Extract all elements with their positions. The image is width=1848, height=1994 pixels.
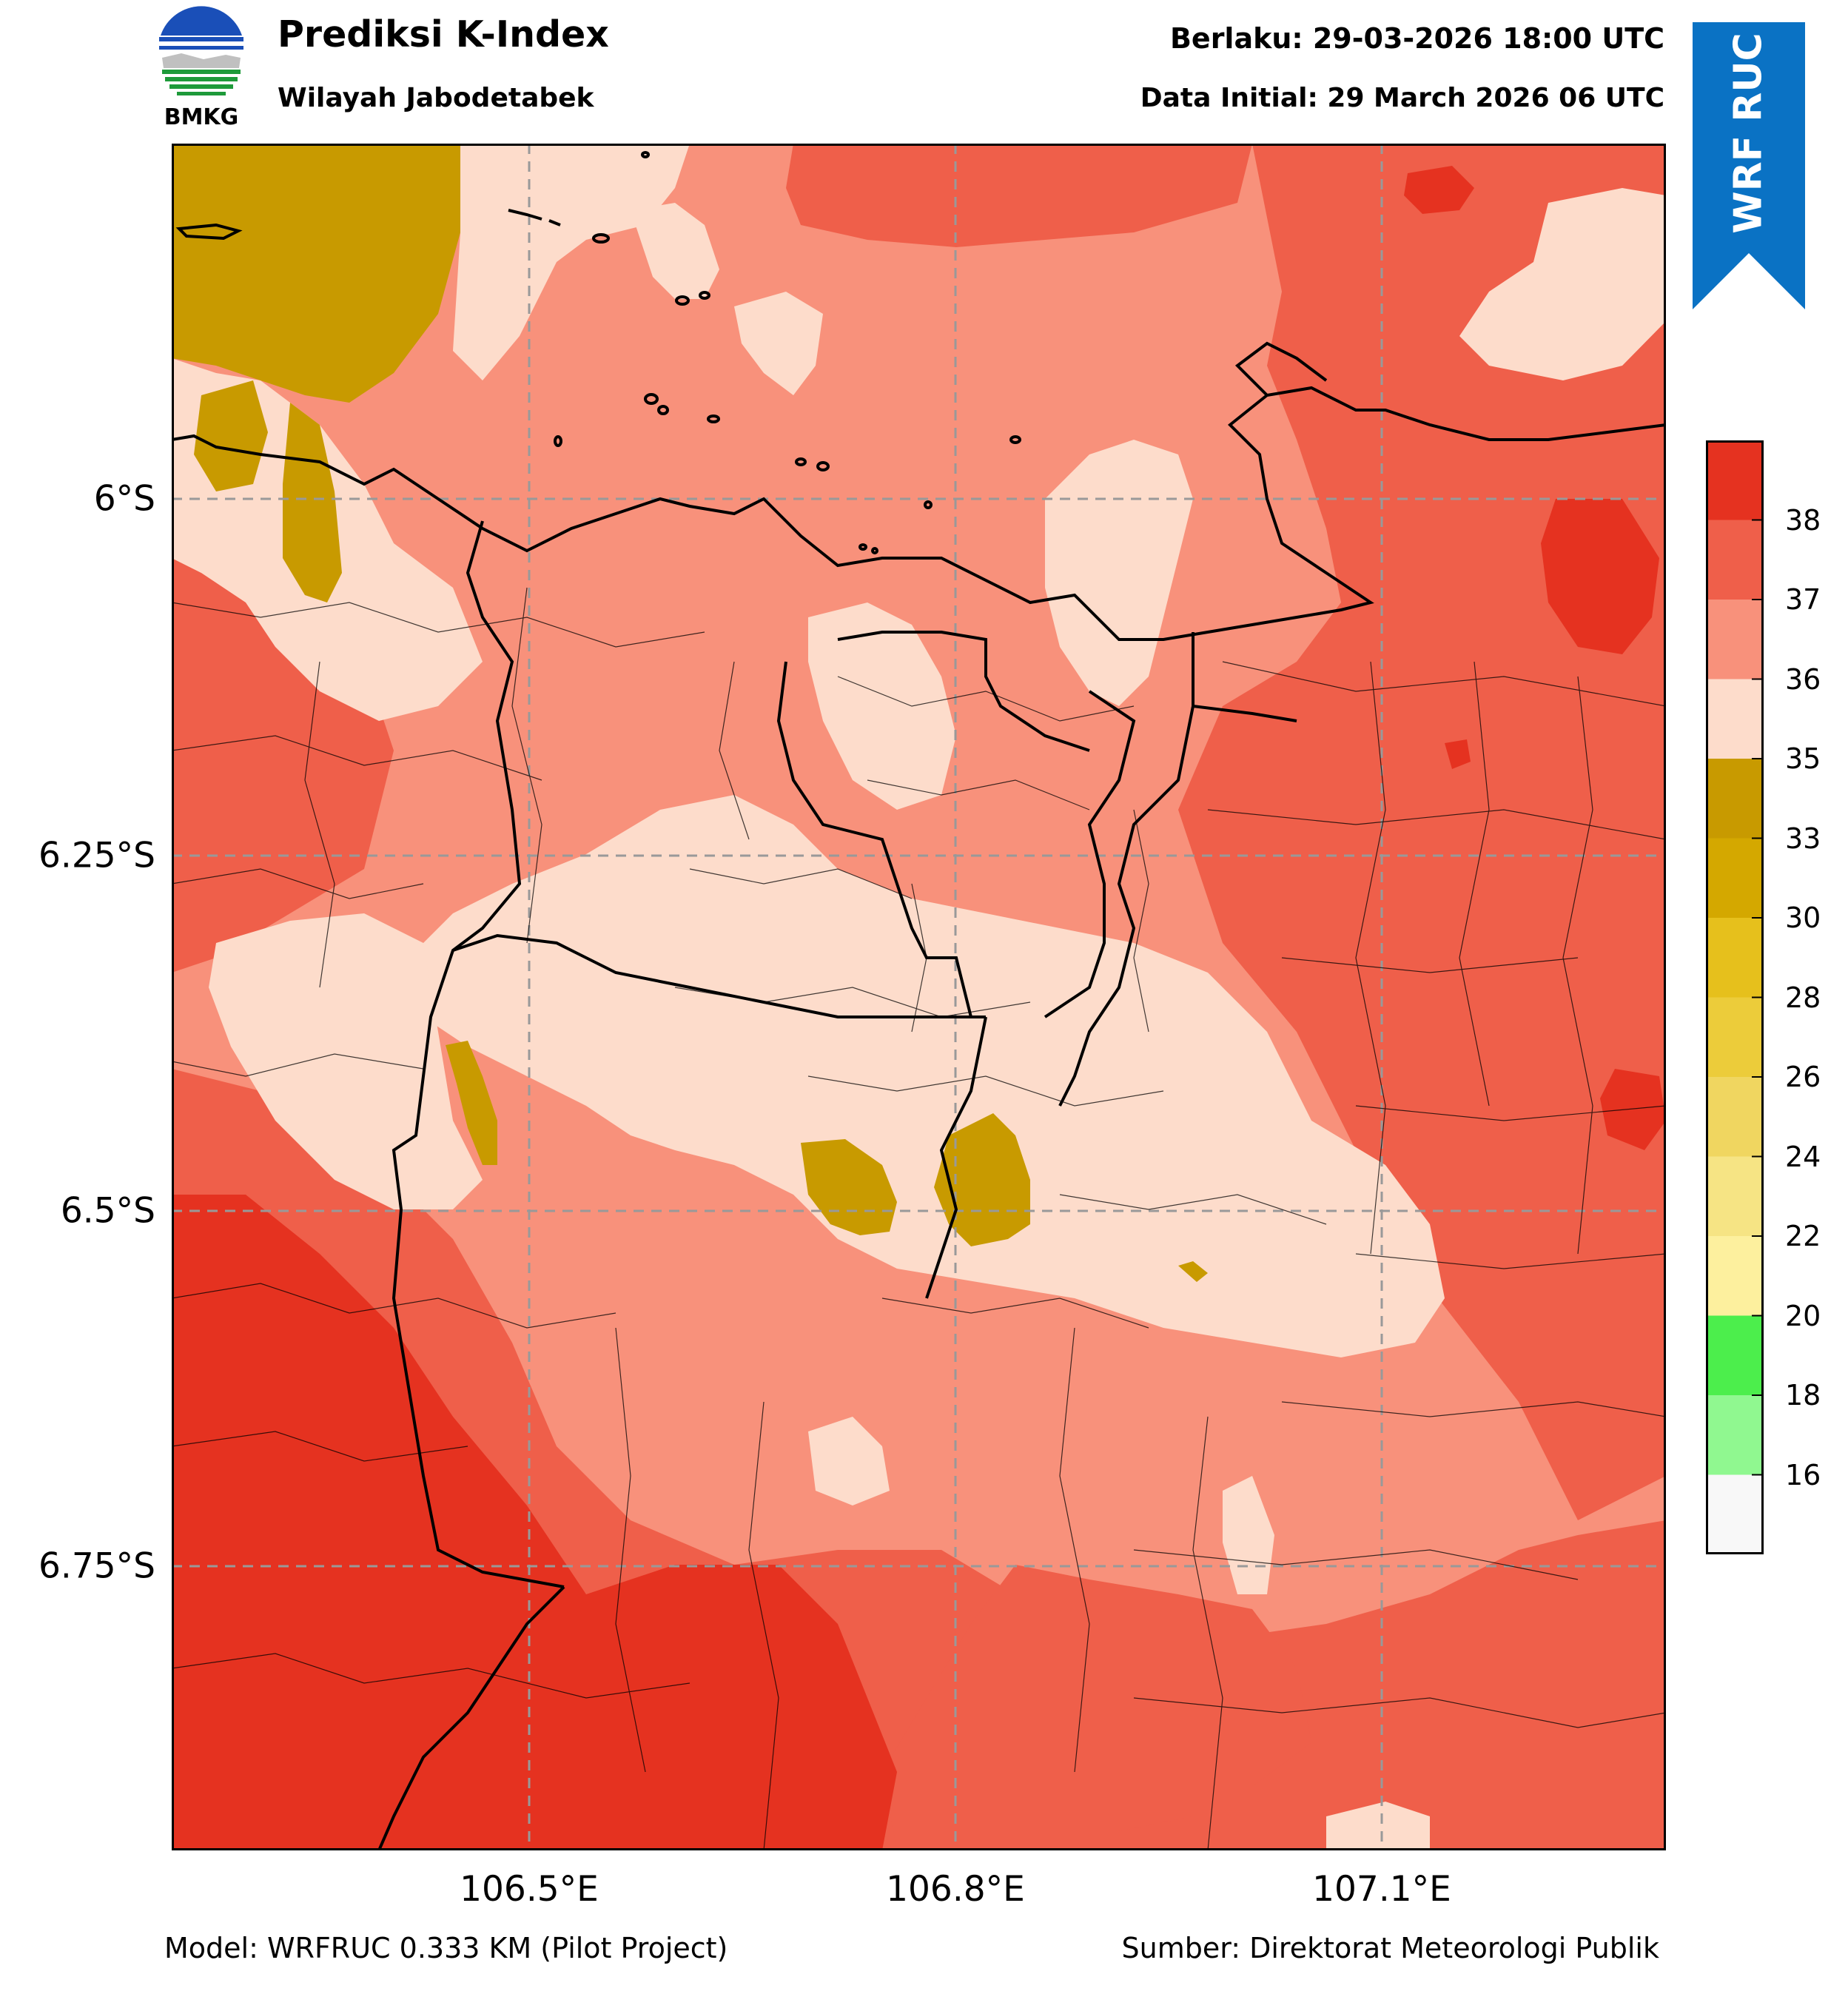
colorbar-label: 24	[1785, 1140, 1821, 1173]
colorbar-label: 28	[1785, 981, 1821, 1014]
island	[657, 405, 669, 415]
field-35-36-central-north	[808, 602, 956, 810]
island	[644, 393, 659, 405]
colorbar-label: 30	[1785, 902, 1821, 934]
field-35-36-isle	[631, 203, 719, 299]
colorbar-segment	[1706, 759, 1764, 839]
district-borders	[172, 587, 1666, 1850]
island	[699, 291, 710, 300]
colorbar-label: 33	[1785, 822, 1821, 855]
colorbar-segment	[1706, 1474, 1764, 1554]
chart-title: Prediksi K-Index	[278, 13, 609, 56]
colorbar-frame	[1706, 440, 1764, 1554]
y-tick-label: 6.75°S	[38, 1545, 155, 1587]
island	[508, 209, 542, 221]
model-note: Model: WRFRUC 0.333 KM (Pilot Project)	[164, 1932, 728, 1964]
field-37-38-north	[786, 144, 1252, 247]
ribbon-label: WRF RUC	[1727, 33, 1772, 234]
island	[592, 233, 610, 244]
island	[816, 461, 830, 471]
graticule	[172, 144, 1666, 1850]
field-35-36-isle2	[734, 292, 823, 395]
colorbar-segment	[1706, 1156, 1764, 1237]
y-tick-label: 6.25°S	[38, 835, 155, 876]
field-38-east-dot	[1445, 739, 1471, 769]
valid-time: Berlaku: 29-03-2026 18:00 UTC	[1169, 22, 1664, 55]
field-37-38-south-center	[882, 1565, 1311, 1850]
island	[641, 151, 650, 158]
x-tick-label: 107.1°E	[1312, 1869, 1451, 1910]
field-35-36-center	[409, 795, 1445, 1357]
colorbar-segment	[1706, 997, 1764, 1078]
island	[871, 547, 878, 554]
colorbar-label: 38	[1785, 503, 1821, 537]
field-35-36-south-blob	[808, 1417, 890, 1505]
island	[675, 295, 690, 306]
colorbar-label: 22	[1785, 1220, 1821, 1252]
island	[1009, 435, 1021, 444]
island	[795, 457, 807, 466]
colorbar-segment	[1706, 838, 1764, 919]
province-borders	[377, 520, 1297, 1850]
field-35-36-south-strip	[1223, 1476, 1274, 1594]
colorbar-label: 26	[1785, 1061, 1821, 1093]
x-tick-label: 106.5°E	[460, 1869, 599, 1910]
colorbar-label: 37	[1785, 583, 1821, 616]
colorbar-label: 36	[1785, 662, 1821, 696]
field-35-36-north-strip	[453, 144, 690, 380]
colorbar-label: 20	[1785, 1299, 1821, 1332]
field-33-35-nw	[172, 144, 460, 403]
colorbar-segment	[1706, 1077, 1764, 1157]
y-tick-label: 6.5°S	[60, 1190, 155, 1232]
field-33-35-nw-tail	[283, 403, 342, 602]
island	[859, 543, 867, 551]
field-38-east-spot	[1600, 1069, 1666, 1150]
colorbar-segment	[1706, 440, 1764, 520]
jakarta-bay-outline	[1234, 341, 1328, 397]
field-33-35-spot	[1178, 1261, 1208, 1282]
coastline	[172, 386, 1666, 641]
colorbar-label: 35	[1785, 742, 1821, 775]
colorbar-label: 18	[1785, 1379, 1821, 1411]
island	[554, 435, 562, 447]
y-tick-label: 6°S	[93, 478, 155, 520]
colorbar-segment	[1706, 1315, 1764, 1396]
initial-time: Data Initial: 29 March 2026 06 UTC	[1140, 83, 1664, 113]
field-33-35-center-b	[934, 1113, 1030, 1246]
field-38-southwest	[172, 1195, 897, 1850]
field-38-ne-spot	[1404, 166, 1474, 214]
source-note: Sumber: Direktorat Meteorologi Publik	[1121, 1932, 1659, 1964]
region-subtitle: Wilayah Jabodetabek	[278, 83, 594, 113]
bmkg-logo: BMKG	[158, 6, 244, 128]
colorbar-segment	[1706, 600, 1764, 679]
logo-text: BMKG	[164, 104, 239, 128]
field-37-38-east	[1178, 144, 1666, 1520]
k-index-map	[172, 144, 1666, 1850]
colorbar-segment	[1706, 918, 1764, 998]
field-33-35-west-spot	[446, 1041, 497, 1165]
field-35-36-sbottom	[1326, 1802, 1430, 1850]
field-33-35-nw-lobe	[194, 380, 268, 491]
wrf-ruc-ribbon	[1693, 22, 1805, 309]
x-tick-label: 106.8°E	[886, 1869, 1025, 1910]
island	[175, 223, 243, 241]
colorbar-segment	[1706, 1236, 1764, 1316]
island	[707, 414, 720, 423]
map-frame	[172, 144, 1666, 1850]
thousand-islands	[175, 151, 1021, 554]
colorbar-label: 16	[1785, 1458, 1821, 1491]
field-35-36-ne	[1459, 188, 1666, 380]
island	[924, 500, 933, 509]
colorbar-segment	[1706, 679, 1764, 759]
colorbar-segment	[1706, 520, 1764, 600]
island	[548, 219, 561, 226]
field-38-east	[1541, 499, 1659, 654]
colorbar-segment	[1706, 1395, 1764, 1475]
colorbar	[1706, 440, 1764, 1554]
